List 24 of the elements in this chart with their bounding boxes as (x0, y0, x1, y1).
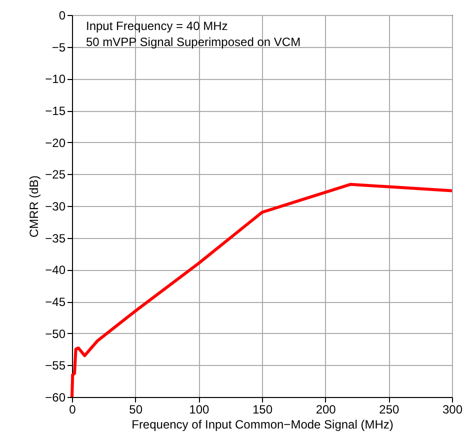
x-tick-label: 50 (129, 402, 143, 416)
y-tick-label: −50 (45, 326, 66, 341)
y-tick-label: −20 (45, 136, 66, 150)
x-axis-title: Frequency of Input Common−Mode Signal (MHz) (132, 418, 394, 432)
y-tick-label: −55 (45, 358, 66, 373)
annotation: 50 mVPP Signal Superimposed on VCM (86, 35, 301, 49)
x-tick-label: 100 (189, 402, 210, 416)
x-tick-label: 200 (316, 402, 336, 416)
y-tick-label: −60 (45, 390, 66, 404)
y-axis-title: CMRR (dB) (27, 176, 42, 238)
y-tick-label: 0 (58, 8, 66, 22)
y-tick-label: −15 (45, 104, 66, 118)
annotation: Input Frequency = 40 MHz (86, 19, 228, 33)
x-tick-label: 300 (442, 402, 463, 416)
y-tick-label: −35 (45, 231, 66, 246)
x-tick-label: 150 (252, 402, 273, 416)
y-tick-label: −10 (45, 72, 66, 86)
y-tick-label: −40 (45, 263, 66, 278)
y-tick-label: −5 (52, 40, 66, 54)
y-tick-label: −25 (45, 168, 66, 182)
x-tick-label: 250 (379, 402, 400, 416)
x-tick-label: 0 (69, 402, 76, 416)
y-tick-label: −30 (45, 200, 66, 214)
y-tick-label: −45 (45, 295, 66, 309)
